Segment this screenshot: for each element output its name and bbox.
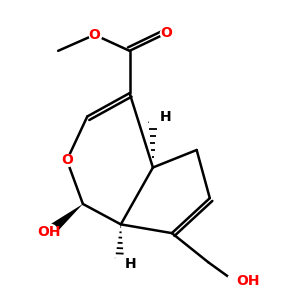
Text: OH: OH [38, 225, 61, 239]
Text: H: H [160, 110, 172, 124]
Text: OH: OH [236, 274, 260, 288]
Text: H: H [125, 257, 137, 271]
Text: O: O [61, 153, 73, 167]
Text: O: O [88, 28, 101, 42]
Text: O: O [160, 26, 172, 40]
Polygon shape [46, 204, 83, 236]
